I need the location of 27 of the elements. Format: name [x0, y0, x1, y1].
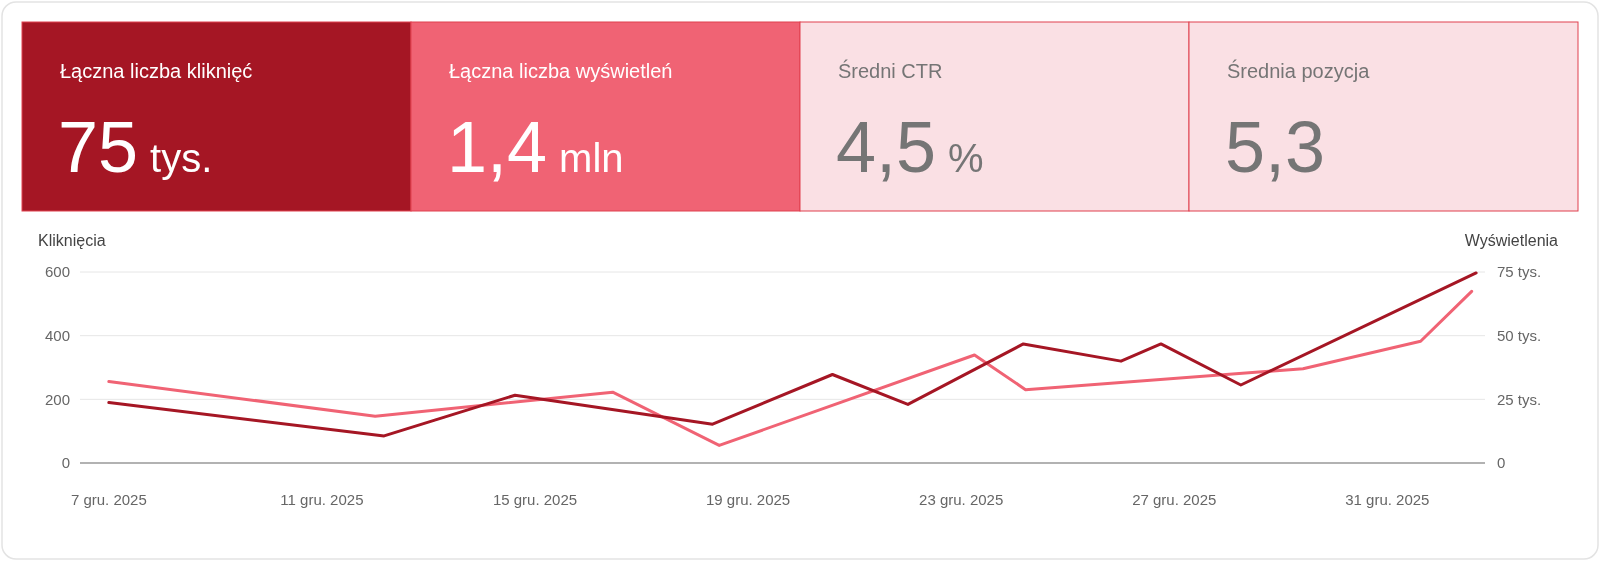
y-tick-label: 600 — [44, 263, 70, 281]
x-tick-label: 7 gru. 2025 — [70, 491, 147, 508]
text: 75 tys. — [58, 107, 213, 187]
y2-tick-label: 50 tys. — [1497, 326, 1542, 344]
y-tick-label: 200 — [44, 390, 70, 408]
x-tick-label: 19 gru. 2025 — [705, 491, 791, 508]
line-series — [107, 289, 1474, 447]
y-tick-label: 400 — [44, 326, 70, 344]
y-axis-title: Kliknięcia — [38, 232, 106, 249]
y2-axis-title: Wyświetlenia — [1464, 232, 1559, 249]
x-tick-label: 11 gru. 2025 — [280, 491, 364, 508]
y2-tick-label: 75 tys. — [1497, 263, 1542, 281]
x-tick-label: 23 gru. 2025 — [919, 491, 1004, 508]
y2-tick-label: 25 tys. — [1497, 390, 1542, 408]
text: 1,4 mln — [447, 107, 624, 187]
category-label: Łączna liczba wyświetleń — [449, 60, 673, 82]
x-tick-label: 31 gru. 2025 — [1345, 491, 1430, 508]
y-tick-label: 0 — [61, 454, 70, 472]
y2-tick-label: 0 — [1497, 454, 1506, 472]
line-series — [107, 271, 1478, 438]
category-label: Średni CTR — [838, 59, 943, 82]
x-tick-label: 27 gru. 2025 — [1132, 491, 1217, 508]
x-tick-label: 15 gru. 2025 — [492, 491, 578, 508]
text: 5,3 — [1225, 107, 1326, 187]
text: 4,5 % — [836, 107, 984, 187]
category-label: Średnia pozycja — [1227, 59, 1371, 82]
category-label: Łączna liczba kliknięć — [60, 60, 253, 82]
